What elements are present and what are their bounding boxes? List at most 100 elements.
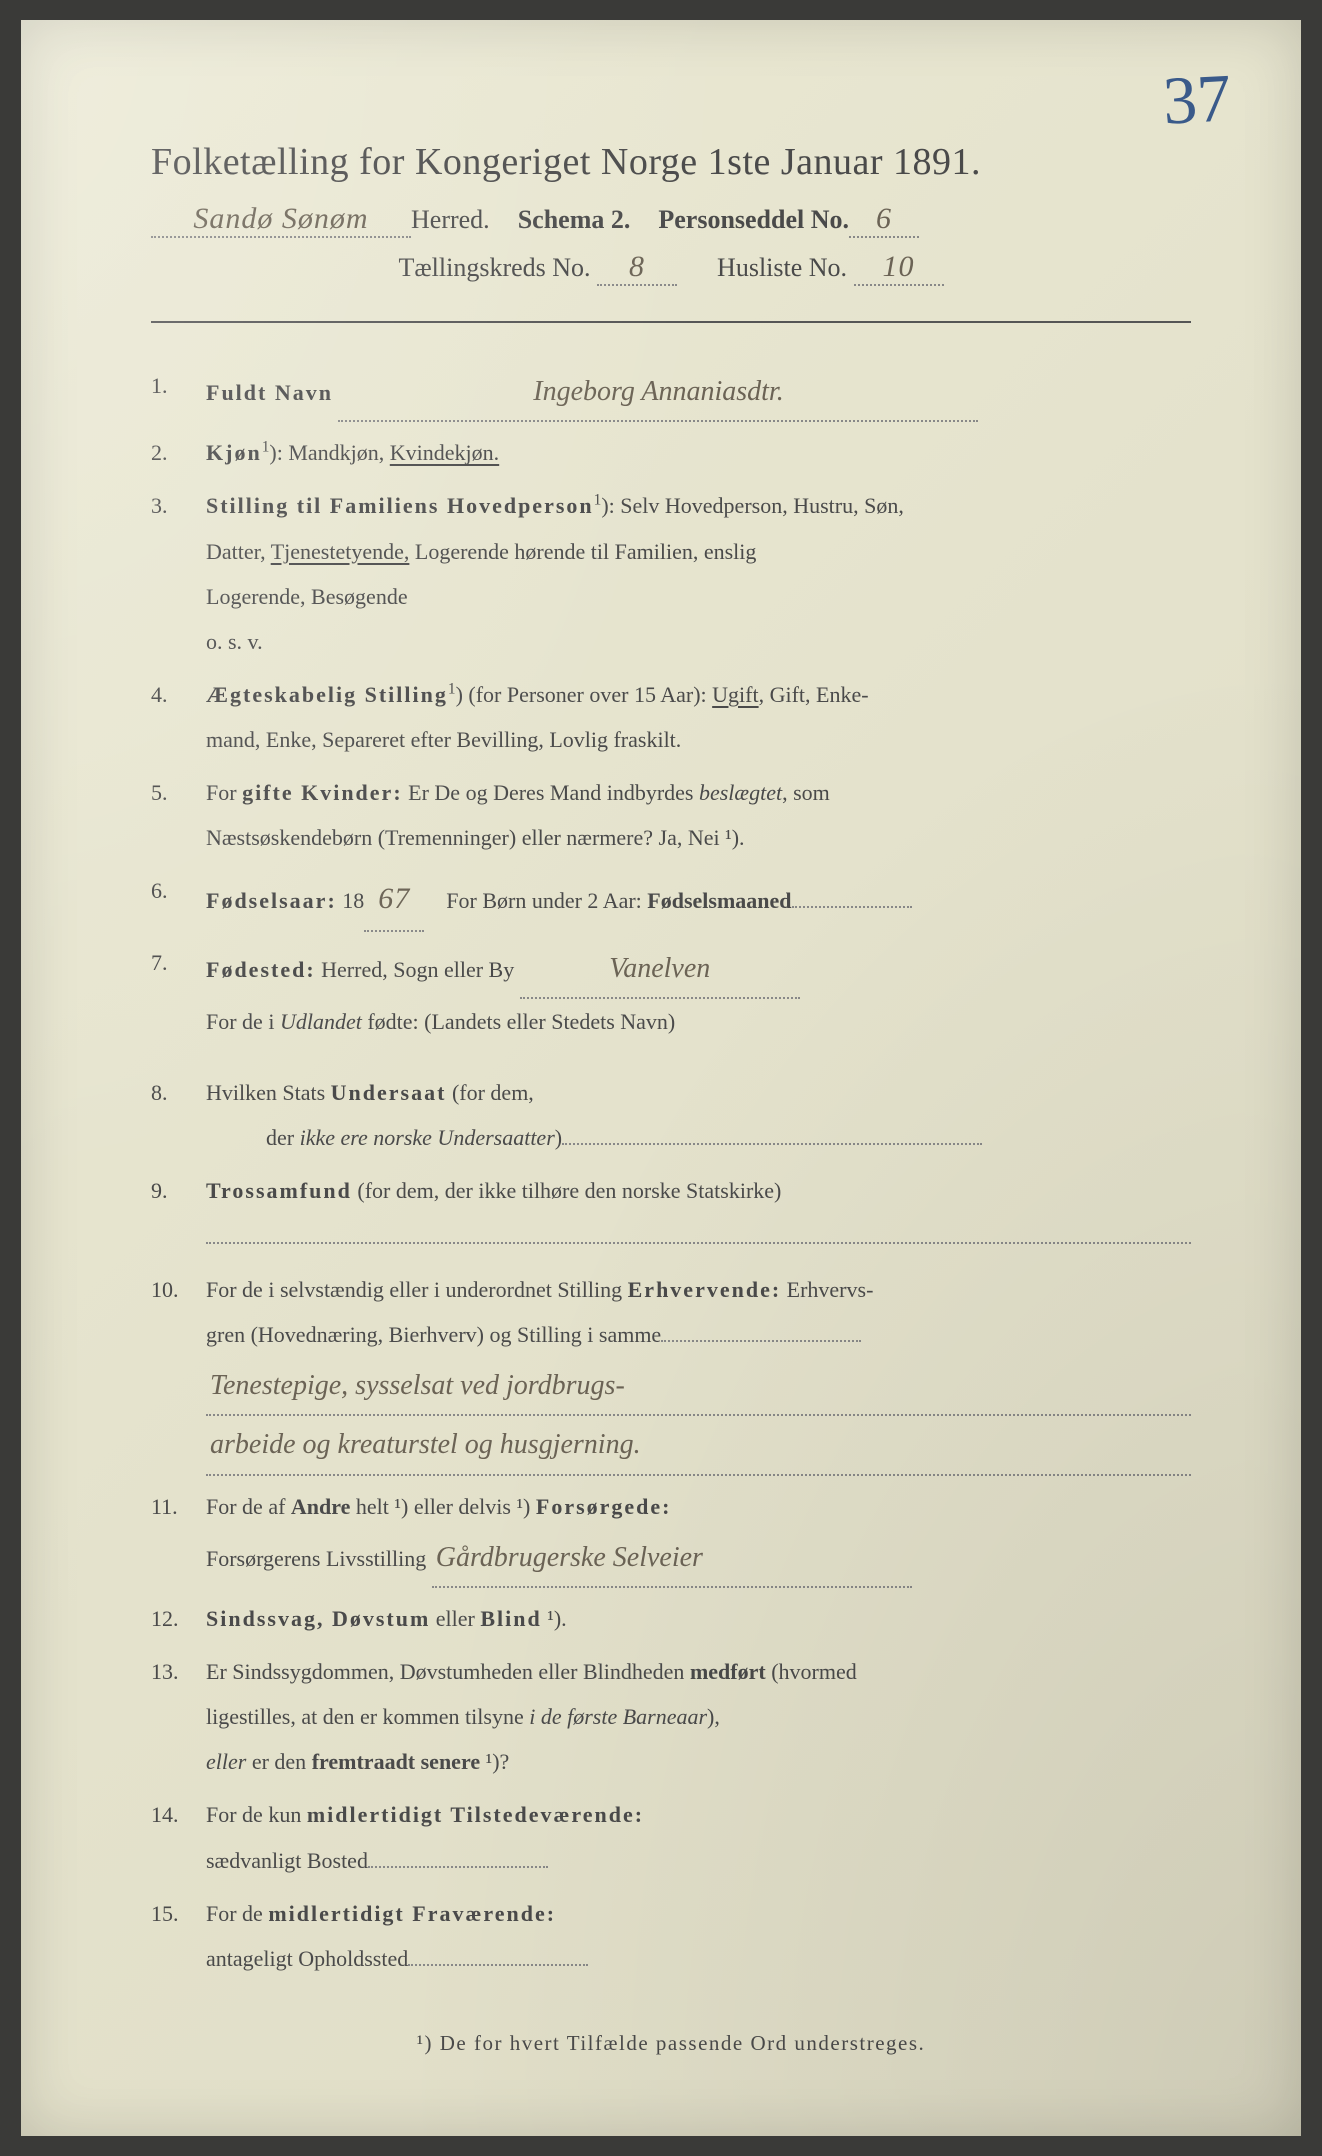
q10-text: Erhvervs- [781, 1277, 873, 1302]
census-form-page: 37 Folketælling for Kongeriget Norge 1st… [21, 20, 1301, 2136]
herred-label: Herred. [411, 205, 490, 235]
q4-underlined: Ugift [712, 682, 758, 707]
q12-text: Sindssvag, Døvstum [206, 1606, 430, 1631]
q6-year-hw: 67 [364, 868, 424, 932]
schema-label: Schema 2. [518, 205, 631, 235]
q6-b2: Fødselsmaaned [647, 888, 791, 913]
q3-line2b: Logerende hørende til Familien, enslig [409, 539, 756, 564]
q9-text: (for dem, der ikke tilhøre den norske St… [352, 1178, 781, 1203]
q3-line2u: Tjenestetyende, [271, 539, 410, 564]
form-title: Folketælling for Kongeriget Norge 1ste J… [151, 140, 1191, 184]
q3-line4: o. s. v. [206, 629, 263, 654]
item-12: 12. Sindssvag, Døvstum eller Blind ¹). [151, 1596, 1191, 1641]
q5-line2: Næstsøskendebørn (Tremenninger) eller næ… [206, 825, 745, 850]
q2-underlined: Kvindekjøn. [390, 440, 499, 465]
q6-mid: For Børn under 2 Aar: [446, 888, 642, 913]
personseddel-label: Personseddel No. [658, 205, 849, 235]
q13-line2b: ), [707, 1704, 720, 1729]
item-10: 10. For de i selvstændig eller i underor… [151, 1267, 1191, 1476]
q11-b2: Forsørgede: [536, 1494, 672, 1519]
q1-label: Fuldt Navn [206, 380, 333, 405]
q7-text: Herred, Sogn eller By [321, 957, 514, 982]
footnote: ¹) De for hvert Tilfælde passende Ord un… [151, 2031, 1191, 2056]
q7-line2: For de i [206, 1009, 280, 1034]
q13-b1: medført [690, 1659, 766, 1684]
subtitle-row-1: Sandø Sønøm Herred. Schema 2. Personsedd… [151, 202, 1191, 238]
q13-line1a: Er Sindssygdommen, Døvstumheden eller Bl… [206, 1659, 690, 1684]
q5-i1: beslægtet [699, 780, 782, 805]
q13-b3: fremtraadt senere [312, 1749, 480, 1774]
q13-line3b: er den [246, 1749, 311, 1774]
q7-label: Fødested: [206, 957, 316, 982]
q3-label: Stilling til Familiens Hovedperson [206, 493, 594, 518]
q4-pre: (for Personer over 15 Aar): [463, 682, 712, 707]
q5-text: Er De og Deres Mand indbyrdes [403, 780, 699, 805]
q6-year-prefix: 18 [342, 888, 364, 913]
husliste-no: 10 [854, 250, 944, 286]
q5-pre: For [206, 780, 242, 805]
q15-line2: antageligt Opholdssted [206, 1946, 408, 1971]
q10-hw1: Tenestepige, sysselsat ved jordbrugs- [206, 1357, 1191, 1416]
item-1: 1. Fuldt Navn Ingeborg Annaniasdtr. [151, 363, 1191, 422]
q11-hw: Gårdbrugerske Selveier [432, 1529, 912, 1588]
q8-b: Undersaat [331, 1080, 447, 1105]
q8-i: ikke ere norske Undersaatter [300, 1125, 555, 1150]
q7-line2b: fødte: (Landets eller Stedets Navn) [362, 1009, 675, 1034]
q3-line2a: Datter, [206, 539, 271, 564]
q12-text2: eller [430, 1606, 480, 1631]
q10-hw2: arbeide og kreaturstel og husgjerning. [206, 1416, 1191, 1475]
kreds-label: Tællingskreds No. [398, 253, 590, 282]
q11-b: Andre [291, 1494, 351, 1519]
husliste-label: Husliste No. [717, 253, 847, 282]
q15-b: midlertidigt Fraværende: [268, 1901, 556, 1926]
item-5: 5. For gifte Kvinder: Er De og Deres Man… [151, 770, 1191, 860]
divider-rule [151, 321, 1191, 323]
q14-pre: For de kun [206, 1802, 307, 1827]
q11-pre: For de af [206, 1494, 291, 1519]
q11-text: helt ¹) eller delvis ¹) [350, 1494, 535, 1519]
q5-b1: gifte Kvinder: [242, 780, 403, 805]
q4-rest: , Gift, Enke- [759, 682, 869, 707]
form-body: 1. Fuldt Navn Ingeborg Annaniasdtr. 2. K… [151, 363, 1191, 1981]
q12-b2: Blind [480, 1606, 541, 1631]
q10-b: Erhvervende: [628, 1277, 782, 1302]
personseddel-no: 6 [849, 202, 919, 238]
q4-label: Ægteskabelig Stilling [206, 682, 448, 707]
q3-line3: Logerende, Besøgende [206, 584, 408, 609]
item-7: 7. Fødested: Herred, Sogn eller By Vanel… [151, 940, 1191, 1044]
q6-label: Fødselsaar: [206, 888, 337, 913]
item-9: 9. Trossamfund (for dem, der ikke tilhør… [151, 1168, 1191, 1258]
item-4: 4. Ægteskabelig Stilling1) (for Personer… [151, 672, 1191, 762]
q7-value: Vanelven [520, 940, 800, 999]
q7-i1: Udlandet [280, 1009, 362, 1034]
q4-line2: mand, Enke, Separeret efter Bevilling, L… [206, 727, 681, 752]
q2-text: Mandkjøn, [288, 440, 389, 465]
q11-line2: Forsørgerens Livsstilling [206, 1546, 426, 1571]
q14-b: midlertidigt Tilstedeværende: [307, 1802, 644, 1827]
q13-line1b: (hvormed [766, 1659, 857, 1684]
q14-line2: sædvanligt Bosted [206, 1848, 368, 1873]
q8-pre: Hvilken Stats [206, 1080, 331, 1105]
item-6: 6. Fødselsaar: 1867 For Børn under 2 Aar… [151, 868, 1191, 932]
q13-line3a: eller [206, 1749, 246, 1774]
q8-line2a: der [266, 1125, 300, 1150]
q13-line2a: ligestilles, at den er kommen tilsyne [206, 1704, 529, 1729]
q13-i2: i de første Barneaar [529, 1704, 707, 1729]
page-corner-number: 37 [1161, 58, 1233, 140]
subtitle-row-2: Tællingskreds No. 8 Husliste No. 10 [151, 250, 1191, 286]
q8-text: (for dem, [446, 1080, 533, 1105]
q10-pre: For de i selvstændig eller i underordnet… [206, 1277, 628, 1302]
q3-line1: Selv Hovedperson, Hustru, Søn, [620, 493, 904, 518]
q8-line2b: ) [555, 1125, 562, 1150]
q13-line3c: ¹)? [480, 1749, 509, 1774]
herred-handwritten: Sandø Sønøm [151, 202, 411, 238]
item-11: 11. For de af Andre helt ¹) eller delvis… [151, 1484, 1191, 1588]
q1-value: Ingeborg Annaniasdtr. [338, 363, 978, 422]
item-14: 14. For de kun midlertidigt Tilstedevære… [151, 1792, 1191, 1882]
item-13: 13. Er Sindssygdommen, Døvstumheden elle… [151, 1649, 1191, 1784]
q15-pre: For de [206, 1901, 268, 1926]
q5-text2: , som [782, 780, 830, 805]
item-15: 15. For de midlertidigt Fraværende: anta… [151, 1891, 1191, 1981]
item-2: 2. Kjøn1): Mandkjøn, Kvindekjøn. [151, 430, 1191, 475]
q9-b: Trossamfund [206, 1178, 352, 1203]
